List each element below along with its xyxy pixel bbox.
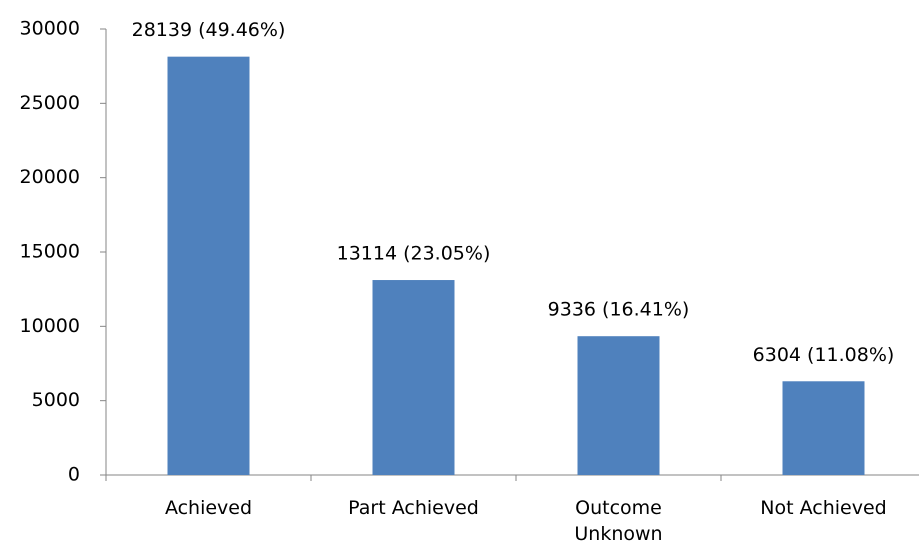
bar — [577, 336, 660, 475]
y-tick-label: 25000 — [20, 92, 80, 114]
y-tick-label: 10000 — [20, 315, 80, 337]
bar — [782, 381, 865, 475]
data-label: 6304 (11.08%) — [753, 344, 895, 366]
y-tick-label: 0 — [68, 464, 80, 486]
y-tick-label: 30000 — [20, 18, 80, 40]
x-tick-label: Not Achieved — [760, 497, 887, 519]
x-tick-label: Outcome Unknown — [574, 497, 663, 545]
data-label: 9336 (16.41%) — [548, 299, 690, 321]
bar — [372, 280, 455, 475]
bar — [167, 56, 250, 475]
y-tick-label: 20000 — [20, 166, 80, 188]
x-tick-label: Part Achieved — [348, 497, 479, 519]
y-tick-label: 5000 — [32, 389, 80, 411]
y-tick-label: 15000 — [20, 241, 80, 263]
data-label: 13114 (23.05%) — [337, 243, 491, 265]
x-tick-label: Achieved — [164, 497, 253, 519]
data-label: 28139 (49.46%) — [132, 19, 286, 41]
